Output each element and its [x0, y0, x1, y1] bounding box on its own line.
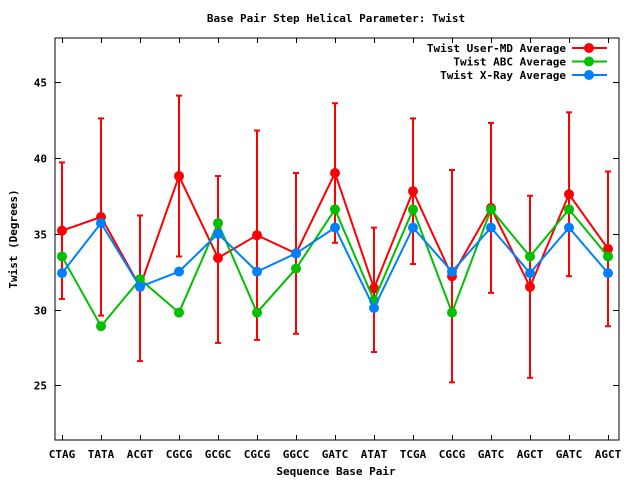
data-point	[564, 189, 574, 200]
data-point	[252, 230, 262, 241]
x-tick-label: CGCG	[166, 448, 193, 461]
data-point	[564, 204, 574, 215]
data-point	[291, 263, 301, 274]
x-tick-label: TATA	[88, 448, 115, 461]
x-tick-label: AGCT	[595, 448, 622, 461]
axes	[54, 37, 620, 441]
data-point	[252, 307, 262, 318]
data-point	[330, 222, 340, 233]
data-point	[96, 321, 106, 332]
legend-label: Twist X-Ray Average	[440, 69, 566, 82]
series-twist-x-ray-average	[57, 218, 613, 314]
data-point	[174, 171, 184, 182]
x-tick-label: CGCG	[244, 448, 271, 461]
legend-marker	[584, 70, 594, 80]
data-point	[447, 307, 457, 318]
x-tick-label: GCGC	[205, 448, 232, 461]
data-point	[408, 204, 418, 215]
data-point	[369, 283, 379, 294]
data-point	[564, 222, 574, 233]
legend-marker	[584, 56, 594, 67]
series-twist-user-md-average	[57, 94, 613, 384]
x-axis-ticks: CTAG TATA ACGT CGCG GCGC CGCG GGCC GATC ATAT TCGA…	[49, 38, 622, 461]
data-point	[369, 303, 379, 314]
x-tick-label: CTAG	[49, 448, 76, 461]
data-point	[330, 204, 340, 215]
x-tick-label: GATC	[478, 448, 505, 461]
data-point	[408, 222, 418, 233]
y-tick-label: 30	[34, 305, 47, 318]
data-point	[408, 186, 418, 197]
data-point	[486, 222, 496, 233]
data-point	[174, 307, 184, 318]
x-tick-label: ACGT	[127, 448, 154, 461]
legend-label: Twist ABC Average	[453, 56, 566, 69]
legend-marker	[584, 43, 594, 53]
legend-label: Twist User-MD Average	[427, 42, 566, 55]
x-axis-label: Sequence Base Pair	[276, 465, 396, 478]
y-tick-label: 35	[34, 229, 47, 242]
data-point	[603, 268, 613, 279]
data-point	[57, 251, 67, 262]
y-axis-ticks: 25 30 35 40 45	[34, 77, 619, 393]
x-tick-label: GGCC	[283, 448, 310, 461]
series-group	[57, 94, 613, 384]
x-tick-label: GATC	[322, 448, 349, 461]
y-tick-label: 25	[34, 380, 47, 393]
x-tick-label: GATC	[556, 448, 583, 461]
x-tick-label: AGCT	[517, 448, 544, 461]
x-tick-label: TCGA	[400, 448, 427, 461]
data-point	[525, 281, 535, 292]
plot-border	[54, 37, 620, 441]
data-point	[213, 252, 223, 263]
y-tick-label: 45	[34, 77, 47, 90]
data-point	[603, 251, 613, 262]
x-tick-label: ATAT	[361, 448, 388, 461]
data-point	[291, 248, 301, 259]
data-point	[447, 266, 457, 277]
data-point	[96, 218, 106, 229]
y-tick-label: 40	[34, 153, 47, 166]
data-point	[525, 251, 535, 262]
data-point	[330, 168, 340, 179]
x-tick-label: CGCG	[439, 448, 466, 461]
chart-title: Base Pair Step Helical Parameter: Twist	[207, 12, 465, 25]
data-point	[252, 266, 262, 277]
data-point	[213, 218, 223, 229]
data-point	[135, 281, 145, 292]
data-point	[57, 225, 67, 236]
data-point	[525, 268, 535, 279]
data-point	[486, 204, 496, 215]
data-point	[213, 228, 223, 239]
data-point	[174, 266, 184, 277]
data-point	[603, 243, 613, 254]
data-point	[57, 268, 67, 279]
y-axis-label: Twist (Degrees)	[7, 189, 20, 288]
